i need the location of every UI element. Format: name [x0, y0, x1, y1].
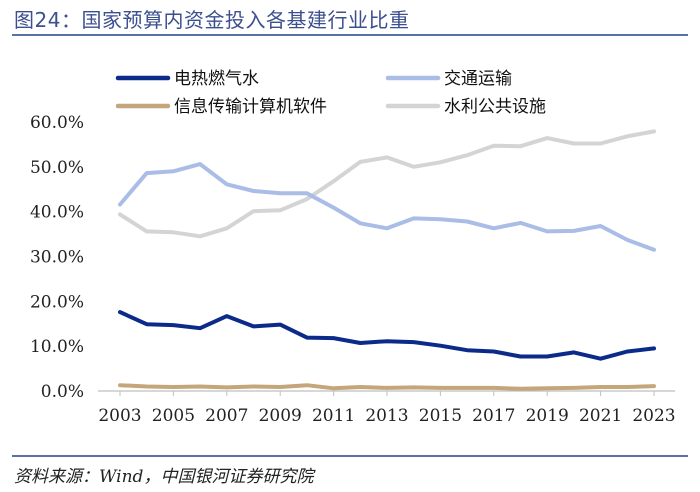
series-line-2	[118, 162, 656, 252]
legend-label-2: 交通运输	[444, 69, 512, 89]
title-rule	[12, 34, 688, 36]
axes-group: 0.0% 10.0% 20.0% 30.0% 40.0% 50.0% 60.0% 2003 20…	[30, 113, 676, 426]
x-tick-label: 2007	[205, 406, 248, 426]
x-tick-label: 2011	[312, 406, 355, 426]
series-line-1	[118, 310, 656, 361]
x-tick-label: 2003	[98, 406, 141, 426]
legend-label-1: 电热燃气水	[174, 69, 259, 89]
x-tick-label: 2009	[259, 406, 302, 426]
x-tick-label: 2021	[579, 406, 622, 426]
y-tick-label: 0.0%	[41, 382, 84, 402]
x-tick-label: 2013	[365, 406, 408, 426]
line-chart: 0.0% 10.0% 20.0% 30.0% 40.0% 50.0% 60.0% 2003 20…	[30, 69, 676, 426]
source-rule	[12, 455, 688, 457]
y-tick-label: 50.0%	[30, 158, 84, 178]
source-note: 资料来源：Wind，中国银河证券研究院	[14, 467, 314, 487]
y-tick-label: 40.0%	[30, 203, 84, 223]
x-tick-label: 2017	[472, 406, 515, 426]
x-tick-label: 2015	[419, 406, 462, 426]
x-tick-label: 2005	[152, 406, 195, 426]
y-tick-label: 10.0%	[30, 337, 84, 357]
series-line-4	[118, 129, 656, 239]
series-group	[118, 129, 656, 391]
y-tick-label: 60.0%	[30, 113, 84, 133]
x-tick-label: 2019	[526, 406, 569, 426]
y-tick-label: 20.0%	[30, 292, 84, 312]
chart-title: 图24：国家预算内资金投入各基建行业比重	[14, 8, 410, 32]
legend-label-3: 信息传输计算机软件	[174, 97, 327, 117]
x-tick-label: 2023	[632, 406, 675, 426]
y-tick-label: 30.0%	[30, 248, 84, 268]
series-line-3	[118, 383, 656, 391]
legend-label-4: 水利公共设施	[444, 97, 546, 117]
